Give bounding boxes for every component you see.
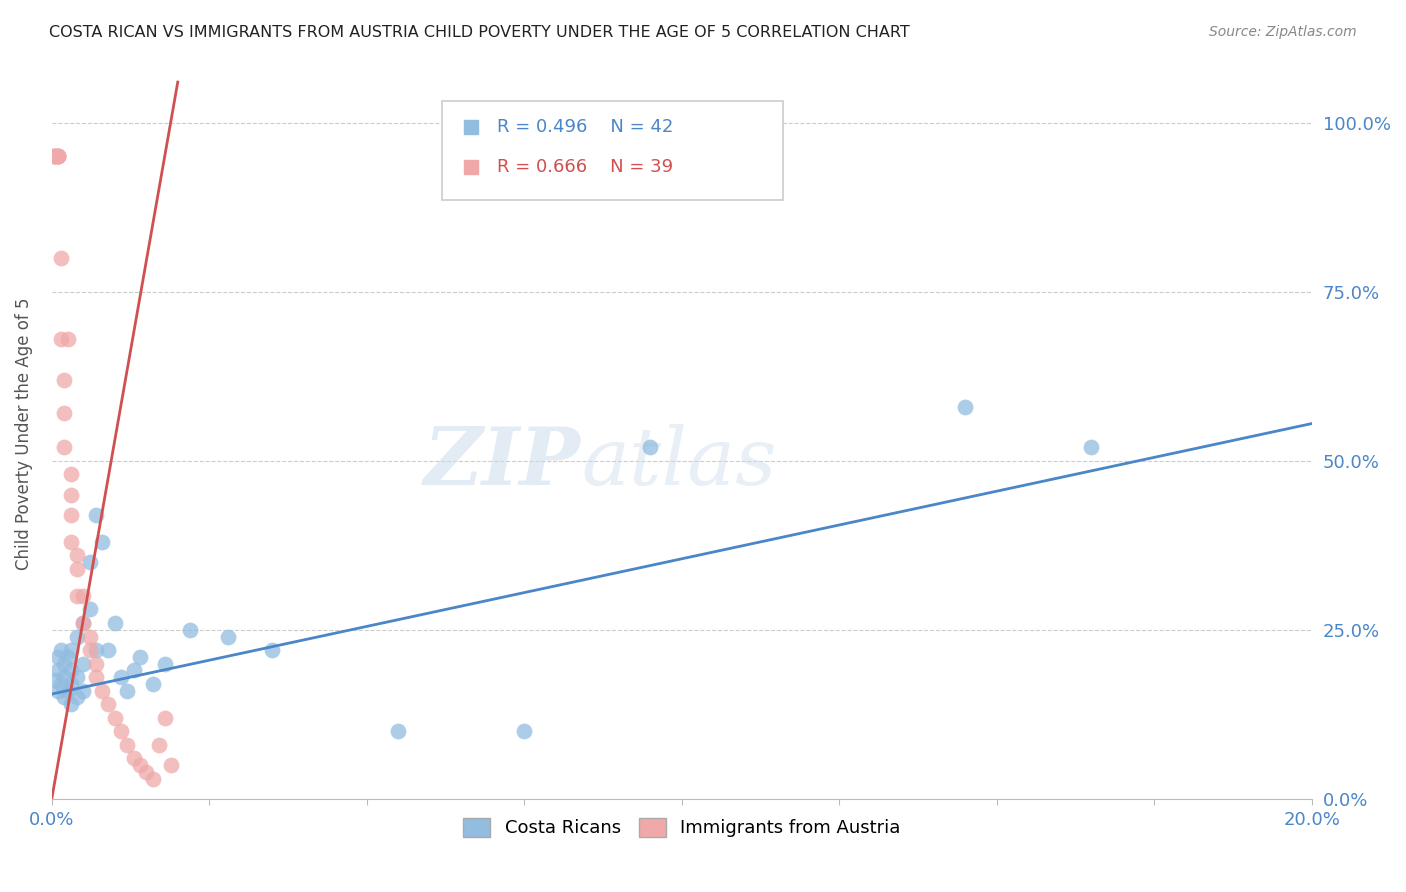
Point [104,615,127,630]
Point [72,657,94,671]
Point [51,332,73,346]
Point [84,657,107,671]
Point [110,670,132,684]
Point [53,657,76,671]
Point [122,664,145,678]
Point [84,508,107,522]
Point [56,683,79,698]
Point [1080,440,1102,454]
Point [56,332,79,346]
Point [142,677,165,691]
Point [153,711,176,725]
Point [122,751,145,765]
Point [262,643,284,657]
Point [46,649,69,664]
Point [53,373,76,387]
Point [66,549,89,563]
Text: R = 0.496    N = 42: R = 0.496 N = 42 [496,118,673,136]
Text: atlas: atlas [581,424,776,501]
Point [44,149,66,163]
Point [59,508,82,522]
Point [79,643,101,657]
Point [66,670,89,684]
Point [66,589,89,603]
Point [91,534,114,549]
Y-axis label: Child Poverty Under the Age of 5: Child Poverty Under the Age of 5 [15,297,32,570]
Point [79,630,101,644]
Point [513,724,536,739]
Point [79,555,101,569]
Point [53,670,76,684]
Point [72,683,94,698]
Point [46,149,69,163]
Text: ZIP: ZIP [425,424,581,501]
Point [66,630,89,644]
Point [59,643,82,657]
FancyBboxPatch shape [443,102,783,200]
Point [160,758,183,772]
Point [53,406,76,420]
Point [59,677,82,691]
Point [129,758,152,772]
Point [59,467,82,482]
Point [51,251,73,265]
Point [153,657,176,671]
Point [97,643,120,657]
Point [59,487,82,501]
Point [46,149,69,163]
Point [44,149,66,163]
Point [84,643,107,657]
Point [104,711,127,725]
Point [640,440,662,454]
Point [387,724,409,739]
Text: Source: ZipAtlas.com: Source: ZipAtlas.com [1209,25,1357,39]
Point [51,677,73,691]
Point [217,630,239,644]
Point [42,149,65,163]
Point [142,772,165,786]
Point [59,697,82,711]
Point [72,615,94,630]
Point [46,664,69,678]
Point [72,589,94,603]
Point [91,683,114,698]
Point [84,670,107,684]
Legend: Costa Ricans, Immigrants from Austria: Costa Ricans, Immigrants from Austria [456,811,908,845]
Point [955,400,977,414]
Point [46,149,69,163]
Point [59,664,82,678]
Point [129,649,152,664]
Point [72,615,94,630]
Point [42,149,65,163]
Point [179,623,201,637]
Point [44,673,66,688]
Point [46,149,69,163]
Point [97,697,120,711]
Point [53,440,76,454]
Point [51,643,73,657]
Point [46,683,69,698]
Point [59,534,82,549]
Point [117,683,139,698]
Point [66,562,89,576]
Point [117,738,139,752]
Text: R = 0.666    N = 39: R = 0.666 N = 39 [496,158,672,176]
Point [53,690,76,705]
Point [79,602,101,616]
Point [110,724,132,739]
Point [66,690,89,705]
Point [56,649,79,664]
Point [135,764,157,779]
Point [148,738,170,752]
Text: COSTA RICAN VS IMMIGRANTS FROM AUSTRIA CHILD POVERTY UNDER THE AGE OF 5 CORRELAT: COSTA RICAN VS IMMIGRANTS FROM AUSTRIA C… [49,25,910,40]
